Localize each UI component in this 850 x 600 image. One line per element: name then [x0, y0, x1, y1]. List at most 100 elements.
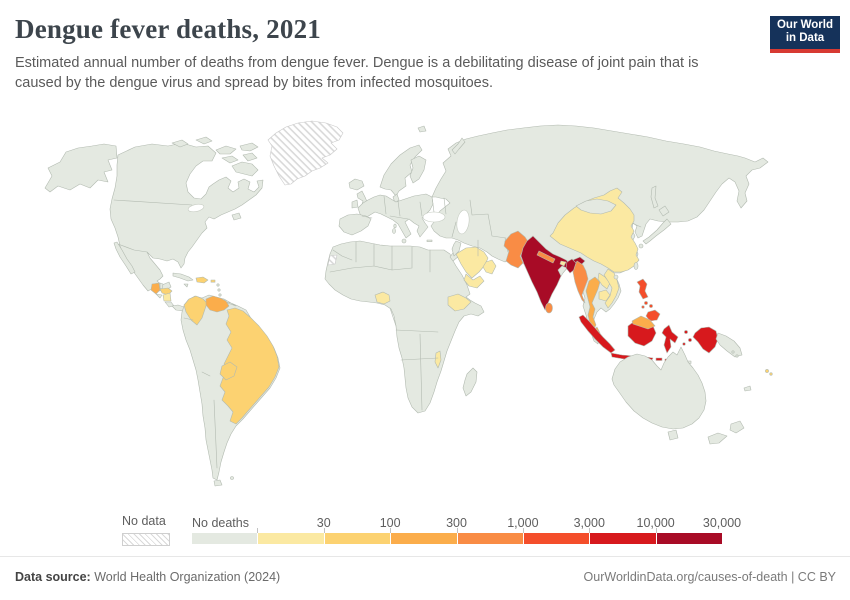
japan-kyushu[interactable]	[638, 243, 644, 249]
island-sakhalin[interactable]	[650, 185, 659, 209]
legend-tick	[456, 528, 458, 533]
island-hainan[interactable]	[613, 274, 619, 280]
country-iceland[interactable]	[348, 178, 365, 191]
japan-honshu[interactable]	[642, 218, 672, 245]
legend-bin-1[interactable]: 30	[257, 516, 331, 544]
country-philippines[interactable]	[636, 278, 661, 322]
country-fiji[interactable]	[765, 369, 773, 376]
country-madagascar[interactable]	[462, 367, 478, 397]
arctic-island[interactable]	[242, 152, 258, 162]
legend-bin-2[interactable]: 100	[323, 516, 401, 544]
arctic-island[interactable]	[221, 155, 239, 164]
legend-no-data[interactable]: No data	[122, 514, 170, 546]
lesser-antilles[interactable]	[217, 288, 221, 292]
island-sicily[interactable]	[401, 238, 407, 244]
island-newfoundland[interactable]	[231, 212, 242, 221]
country-hispaniola[interactable]	[195, 276, 209, 284]
continent-africa[interactable]	[324, 240, 485, 414]
country-nigeria[interactable]	[374, 291, 391, 305]
nz-south-island[interactable]	[707, 432, 728, 445]
country-ethiopia[interactable]	[447, 293, 472, 312]
country-baja-california[interactable]	[113, 241, 136, 275]
footer-link[interactable]: OurWorldinData.org/causes-of-death	[583, 570, 788, 584]
region-levant[interactable]	[451, 240, 462, 257]
island-novaya-zemlya[interactable]	[451, 137, 466, 155]
legend-no-data-swatch[interactable]	[122, 533, 170, 546]
owid-logo-box: Our World in Data	[770, 16, 840, 49]
island-solomon[interactable]	[731, 350, 735, 354]
country-bolivia[interactable]	[219, 361, 238, 381]
country-el-salvador[interactable]	[155, 293, 163, 299]
country-puerto-rico[interactable]	[210, 279, 216, 283]
country-guatemala[interactable]	[150, 282, 161, 295]
region-scandinavia[interactable]	[379, 144, 423, 197]
footer-attribution: OurWorldinData.org/causes-of-death | CC …	[584, 570, 836, 584]
country-ireland[interactable]	[351, 199, 359, 209]
lesser-antilles[interactable]	[216, 283, 220, 287]
country-alaska[interactable]	[44, 143, 118, 193]
arctic-island-baffin[interactable]	[231, 161, 259, 177]
country-pakistan[interactable]	[503, 230, 530, 269]
country-papua-new-guinea[interactable]	[715, 332, 743, 358]
legend-bin-0[interactable]: No deaths	[192, 516, 258, 544]
island-falklands[interactable]	[230, 476, 234, 480]
country-jamaica[interactable]	[183, 283, 189, 288]
island-tierra-del-fuego[interactable]	[213, 479, 223, 487]
indonesia-west-papua	[692, 326, 719, 354]
country-india[interactable]	[520, 235, 572, 311]
legend-bin-6[interactable]: 10,000	[589, 516, 675, 544]
country-venezuela[interactable]	[205, 295, 230, 313]
data-source: Data source: World Health Organization (…	[15, 570, 280, 584]
country-malawi[interactable]	[434, 350, 442, 369]
owid-logo-accent-bar	[770, 49, 840, 53]
region-iberia[interactable]	[338, 213, 372, 236]
region-europe-mainland[interactable]	[357, 193, 434, 239]
island-new-caledonia[interactable]	[743, 385, 752, 392]
legend-tick	[589, 528, 591, 533]
arctic-island[interactable]	[239, 142, 259, 152]
country-bhutan[interactable]	[559, 260, 567, 267]
legend-bin-label: 10,000	[636, 516, 675, 530]
arctic-island[interactable]	[195, 136, 213, 145]
legend-bin-7[interactable]: 30,000	[655, 516, 741, 544]
country-australia[interactable]	[611, 346, 707, 430]
world-map[interactable]	[0, 112, 850, 510]
country-western-sahara[interactable]	[327, 254, 338, 266]
island-taiwan[interactable]	[633, 262, 639, 270]
island-tasmania[interactable]	[667, 429, 679, 441]
country-sri-lanka[interactable]	[545, 302, 553, 314]
country-nepal[interactable]	[536, 250, 556, 264]
country-myanmar[interactable]	[572, 260, 589, 304]
country-brazil[interactable]	[219, 307, 280, 425]
island-corsica[interactable]	[393, 223, 397, 229]
arctic-island[interactable]	[215, 145, 237, 155]
country-cuba[interactable]	[172, 272, 194, 282]
country-finland[interactable]	[409, 155, 427, 184]
island-svalbard[interactable]	[417, 125, 427, 133]
island-crete[interactable]	[426, 239, 433, 242]
country-malaysia-borneo[interactable]	[631, 315, 656, 330]
country-yemen[interactable]	[463, 273, 485, 289]
chart-footer: Data source: World Health Organization (…	[0, 556, 850, 600]
nz-north-island[interactable]	[729, 420, 745, 434]
country-cambodia[interactable]	[598, 289, 611, 302]
country-nicaragua[interactable]	[162, 292, 172, 302]
country-canada-usa-mexico[interactable]	[109, 142, 264, 292]
japan-hokkaido[interactable]	[658, 205, 670, 217]
legend-bin-4[interactable]: 1,000	[456, 516, 539, 544]
country-china[interactable]	[549, 187, 640, 273]
country-panama[interactable]	[171, 304, 185, 312]
country-colombia[interactable]	[183, 295, 208, 326]
country-oman[interactable]	[482, 259, 497, 275]
legend-bin-3[interactable]: 300	[390, 516, 467, 544]
arctic-island[interactable]	[171, 139, 189, 148]
legend-bin-5[interactable]: 3,000	[522, 516, 605, 544]
island-sardinia[interactable]	[392, 228, 396, 234]
country-mongolia[interactable]	[575, 198, 617, 215]
border-us-canada	[113, 199, 193, 206]
legend-bar[interactable]: No deaths 30 100 300 1,000 3,000 10,000 30,000	[192, 514, 741, 546]
country-thailand[interactable]	[585, 276, 601, 332]
lesser-antilles[interactable]	[218, 293, 222, 297]
island-solomon[interactable]	[735, 354, 739, 358]
country-greenland[interactable]	[267, 120, 344, 186]
